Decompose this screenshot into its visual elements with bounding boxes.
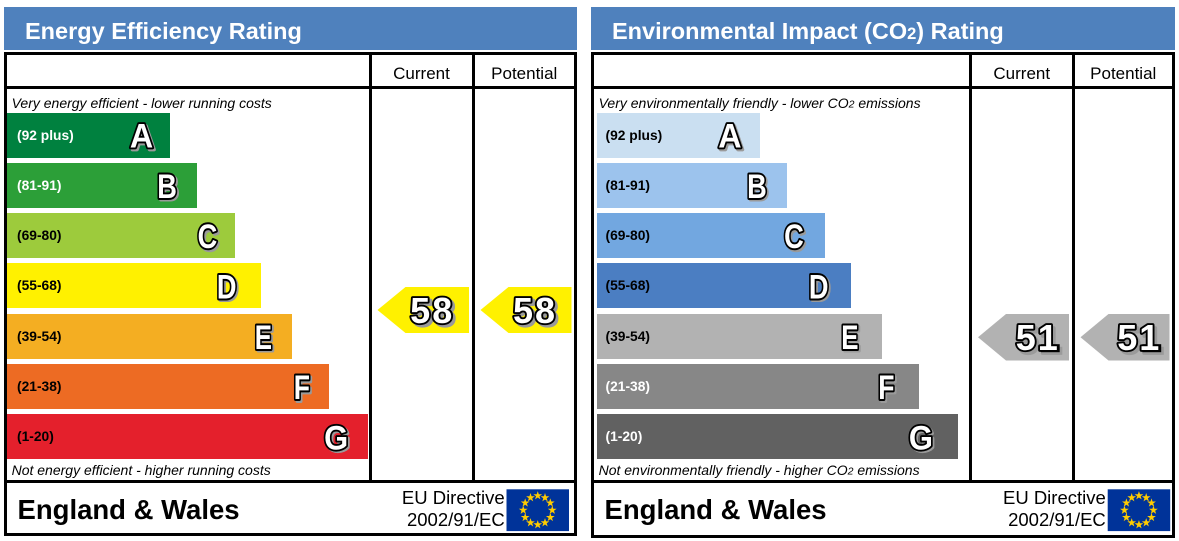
svg-text:D: D bbox=[809, 268, 829, 307]
svg-text:51: 51 bbox=[1016, 317, 1060, 358]
svg-text:G: G bbox=[909, 419, 933, 457]
svg-text:58: 58 bbox=[513, 290, 557, 331]
svg-text:58: 58 bbox=[410, 290, 454, 331]
svg-text:D: D bbox=[219, 269, 239, 308]
svg-text:F: F bbox=[880, 371, 896, 409]
svg-text:C: C bbox=[198, 217, 218, 256]
svg-text:G: G bbox=[324, 419, 348, 457]
svg-text:A: A bbox=[130, 118, 153, 156]
svg-text:F: F bbox=[878, 369, 894, 407]
svg-text:51: 51 bbox=[1120, 320, 1164, 361]
svg-text:F: F bbox=[294, 369, 310, 407]
svg-text:E: E bbox=[841, 320, 858, 357]
svg-text:B: B bbox=[749, 169, 769, 208]
svg-text:51: 51 bbox=[1018, 320, 1062, 361]
svg-text:A: A bbox=[720, 120, 743, 158]
svg-text:58: 58 bbox=[413, 293, 457, 334]
svg-text:B: B bbox=[157, 167, 177, 206]
svg-text:B: B bbox=[159, 169, 179, 208]
svg-text:C: C bbox=[784, 217, 804, 256]
svg-text:B: B bbox=[747, 167, 767, 206]
svg-text:58: 58 bbox=[516, 293, 560, 334]
svg-text:D: D bbox=[217, 268, 237, 307]
svg-text:G: G bbox=[911, 421, 935, 459]
svg-text:A: A bbox=[718, 118, 741, 156]
svg-text:C: C bbox=[199, 219, 219, 258]
svg-text:E: E bbox=[256, 321, 273, 358]
svg-text:F: F bbox=[295, 371, 311, 409]
svg-text:51: 51 bbox=[1117, 317, 1161, 358]
svg-text:E: E bbox=[255, 320, 272, 357]
svg-text:D: D bbox=[811, 269, 831, 308]
svg-text:A: A bbox=[132, 120, 155, 158]
svg-text:C: C bbox=[786, 219, 806, 258]
svg-text:G: G bbox=[326, 421, 350, 459]
svg-text:E: E bbox=[843, 321, 860, 358]
